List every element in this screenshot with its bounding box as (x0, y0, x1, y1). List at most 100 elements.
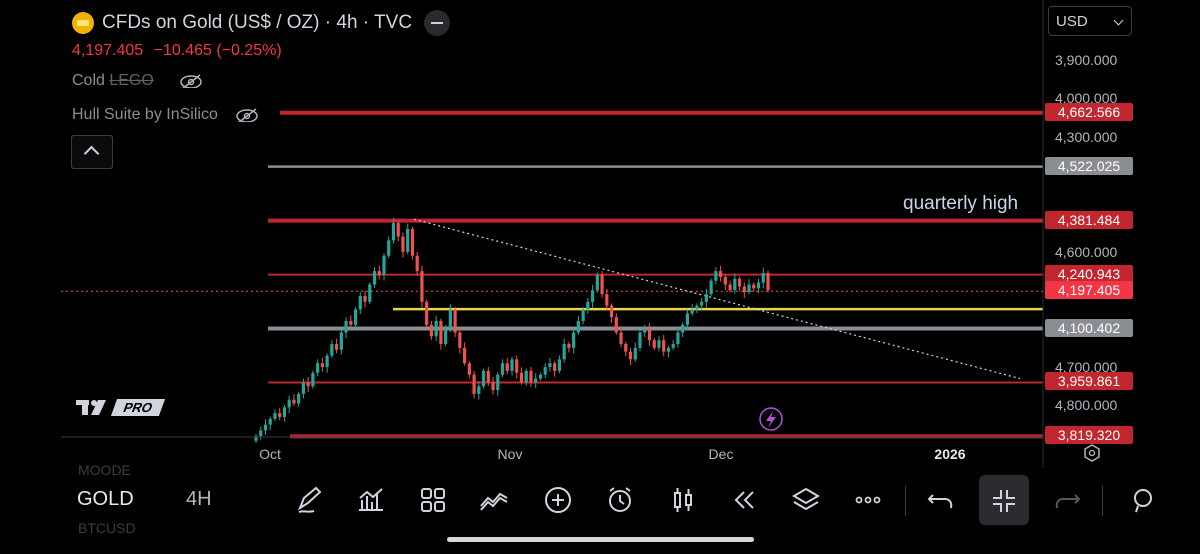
toolbar-divider (905, 486, 906, 516)
more-dots-icon (855, 496, 881, 504)
candle-body (600, 274, 604, 295)
undo-icon (927, 494, 953, 509)
candle-body (330, 344, 334, 356)
collapse-arrows-button[interactable] (987, 485, 1021, 517)
candle-body (690, 309, 694, 314)
candle-body (638, 332, 642, 348)
price-level-tag[interactable]: 4,240.943 (1045, 264, 1133, 283)
price-level-tag[interactable]: 4,197.405 (1045, 281, 1133, 300)
settings-icon[interactable] (1084, 444, 1100, 462)
add-circle-button[interactable] (541, 484, 575, 516)
candle-body (458, 332, 462, 348)
symbol-list-prev[interactable]: MOODE (78, 462, 131, 478)
candle-body (415, 255, 419, 272)
candle-body (353, 309, 358, 325)
candle-body (500, 363, 505, 375)
minimize-legend-button[interactable] (424, 10, 451, 36)
candle-body (325, 355, 329, 368)
candle-body (595, 274, 599, 291)
candle-body (543, 367, 547, 375)
indicators-chart-icon (359, 488, 383, 511)
candle-body (747, 284, 751, 293)
currency-select[interactable]: USD (1048, 6, 1132, 36)
candle-body (685, 313, 690, 325)
replay-rewind-button[interactable] (727, 484, 761, 516)
candle-body (429, 324, 434, 337)
candle-body (581, 309, 585, 321)
candle-body (666, 347, 671, 352)
lightning-bolt-shape (766, 411, 776, 428)
trend-line[interactable] (413, 218, 1021, 380)
time-axis-label: Dec (709, 446, 734, 462)
lightning-icon[interactable] (759, 407, 783, 431)
price-tick-label: 4,600.000 (1055, 243, 1118, 260)
price-tick-label: 4,300.000 (1055, 128, 1118, 145)
candle-body (714, 271, 718, 281)
candle-body (391, 223, 396, 241)
redo-button[interactable] (1050, 484, 1084, 516)
candle-body (614, 317, 618, 333)
candle-body (273, 413, 277, 419)
price-level-tag[interactable]: 3,819.320 (1045, 426, 1133, 445)
candle-body (425, 301, 429, 325)
price-change-line: 4,197.405 −10.465 (−0.25%) (72, 42, 282, 60)
candle-body (534, 378, 538, 383)
indicator-row-cold-lego[interactable]: Cold LEGO (72, 72, 203, 90)
candle-body (704, 294, 708, 302)
price-level-tag[interactable]: 4,522.025 (1045, 156, 1133, 175)
candle-body (737, 278, 742, 287)
candle-body (496, 374, 500, 391)
price-level-tag[interactable]: 4,100.402 (1045, 318, 1133, 337)
collapse-indicators-button[interactable] (71, 135, 113, 169)
timeframe[interactable]: 4H (186, 488, 212, 510)
layers-button[interactable] (789, 484, 823, 516)
price-level-tag[interactable]: 3,959.861 (1045, 372, 1133, 391)
candle-body (282, 407, 287, 417)
price-tick-label: 4,800.000 (1055, 397, 1118, 414)
candle-body (358, 296, 362, 310)
settings-icon-center (1088, 449, 1096, 457)
candle-body (519, 372, 524, 383)
draw-pencil-button[interactable] (293, 484, 327, 516)
candle-body (723, 276, 727, 285)
candle-body (306, 382, 310, 387)
eye-off-icon[interactable] (236, 108, 259, 122)
alert-clock-button[interactable] (603, 484, 637, 516)
trend-drawing-button[interactable] (477, 484, 511, 516)
last-price: 4,197.405 (72, 42, 144, 59)
candle-body (448, 309, 452, 329)
indicator-row-hull-suite[interactable]: Hull Suite by InSilico (72, 106, 259, 124)
candle-body (681, 324, 685, 333)
candle-body (434, 320, 438, 337)
candle-body (259, 430, 263, 437)
candle-body (576, 320, 580, 333)
candle-body (671, 344, 675, 348)
candle-body (624, 344, 628, 352)
candle-body (662, 340, 666, 352)
candle-body (647, 328, 652, 341)
toolbar-divider (1102, 486, 1103, 516)
layout-grid-icon (421, 488, 445, 512)
candle-body (444, 328, 448, 345)
candle-body (311, 372, 315, 387)
candle-body (728, 284, 732, 291)
price-level-tag[interactable]: 4,381.484 (1045, 210, 1133, 229)
candle-body (297, 393, 301, 404)
symbol-name[interactable]: GOLD (77, 488, 134, 510)
cut-off-toolbar-button[interactable] (1122, 484, 1156, 516)
more-dots-button[interactable] (851, 484, 885, 516)
layout-grid-button[interactable] (416, 484, 450, 516)
eye-off-icon[interactable] (180, 74, 203, 88)
indicators-chart-button[interactable] (354, 484, 388, 516)
price-level-tag[interactable]: 4,662.566 (1045, 102, 1133, 121)
candle-body (462, 347, 467, 364)
symbol-legend[interactable]: CFDs on Gold (US$ / OZ) · 4h · TVC (72, 10, 451, 36)
candle-body (349, 320, 353, 325)
candle-body (439, 320, 443, 345)
undo-button[interactable] (924, 484, 958, 516)
bar-style-button[interactable] (666, 484, 700, 516)
quarterly-high-annotation[interactable]: quarterly high (903, 193, 1019, 214)
symbol-list-next[interactable]: BTCUSD (78, 520, 136, 536)
candle-body (572, 332, 576, 348)
